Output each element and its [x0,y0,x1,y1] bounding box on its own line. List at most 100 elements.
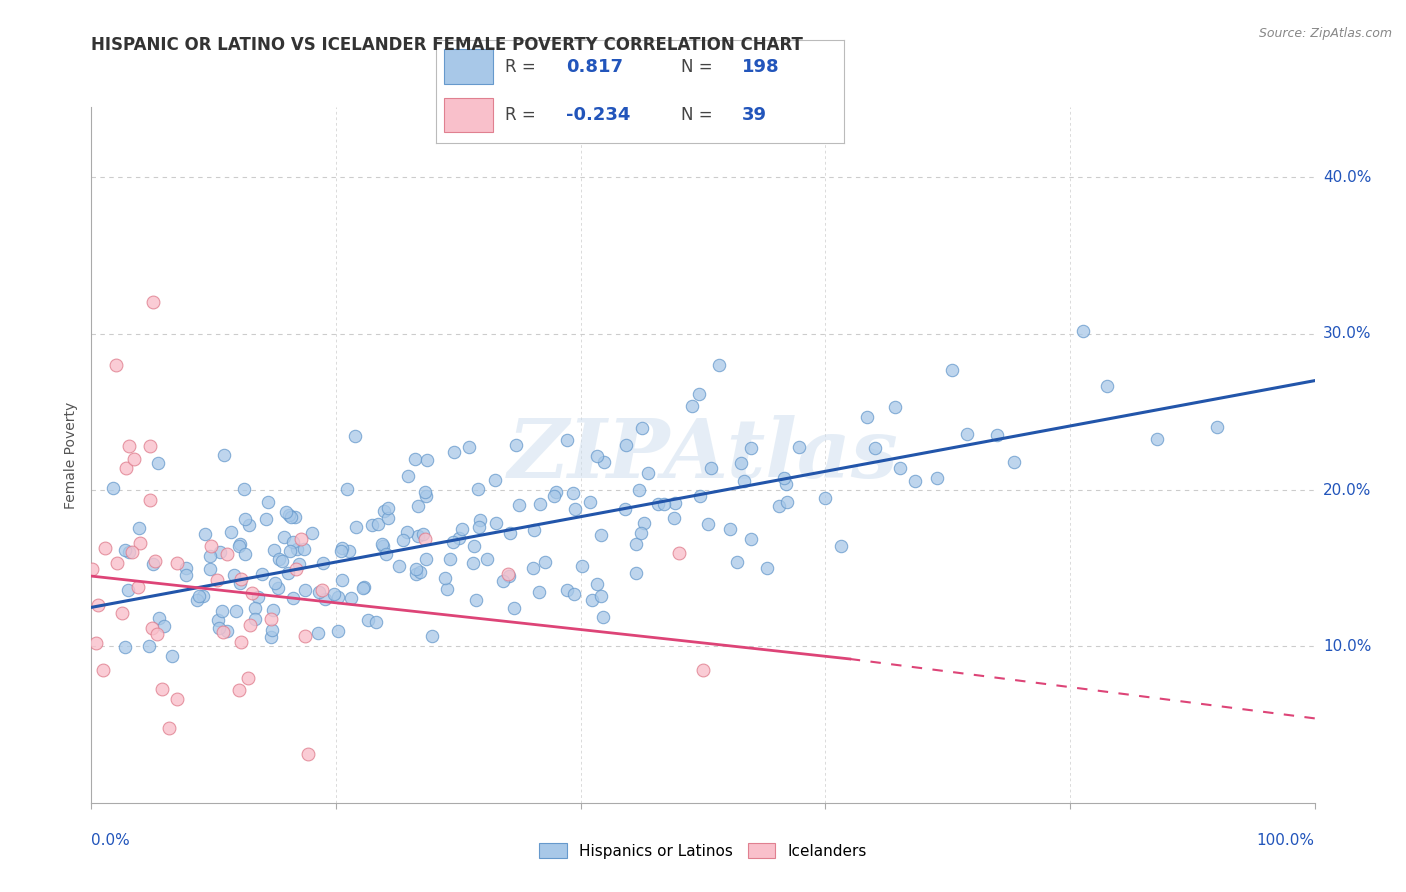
Point [239,617,262,632]
Point [329,543,352,558]
Point [371,539,394,553]
Point [103,481,125,495]
Point [284,562,307,576]
Point [217,547,239,561]
Point [586,577,609,591]
Point [208,621,231,635]
Point [264,575,287,590]
Point [337,544,360,558]
Point [339,591,361,606]
Point [696,517,718,532]
Point [104,358,127,372]
Point [475,551,498,566]
Point [117,545,139,559]
Point [294,582,316,597]
Point [470,513,492,527]
Point [187,589,209,603]
Point [91,663,114,677]
Point [219,525,242,540]
Point [586,449,609,463]
Point [278,544,301,558]
Point [633,516,655,530]
Text: -0.234: -0.234 [567,106,631,124]
Point [529,497,551,511]
Point [614,438,637,452]
Point [86,598,108,612]
Point [830,539,852,553]
Point [105,556,128,570]
Point [366,615,388,629]
Point [153,619,176,633]
Point [146,627,169,641]
Point [311,583,333,598]
Point [243,612,266,626]
Point [262,623,284,637]
Point [543,489,565,503]
Point [581,592,603,607]
Point [730,456,752,470]
Point [578,494,600,508]
Point [233,512,256,526]
Point [467,482,489,496]
Point [562,587,585,601]
Point [240,586,263,600]
Point [415,552,437,566]
Point [505,438,527,452]
Point [122,451,145,466]
Point [269,552,291,566]
Point [508,498,530,512]
Point [117,583,139,598]
Point [267,582,290,596]
Point [148,611,170,625]
Point [186,593,208,607]
Point [775,476,797,491]
Point [215,624,238,639]
Point [262,603,284,617]
Point [143,554,166,568]
Point [162,649,184,664]
Point [740,441,762,455]
Point [662,510,685,524]
Point [141,295,163,310]
Point [461,556,484,570]
Point [297,747,319,761]
Point [740,532,762,546]
Point [288,557,311,571]
Point [238,518,260,533]
Point [718,522,741,536]
Point [166,556,188,570]
Legend: Hispanics or Latinos, Icelanders: Hispanics or Latinos, Icelanders [533,837,873,864]
Point [776,495,799,509]
Text: Source: ZipAtlas.com: Source: ZipAtlas.com [1258,27,1392,40]
Point [307,625,329,640]
Point [755,561,778,575]
Point [855,410,877,425]
Point [343,428,366,442]
Point [301,525,323,540]
Text: ZIPAtlas: ZIPAtlas [508,415,898,495]
Point [555,582,578,597]
Point [592,609,614,624]
Point [631,420,654,434]
Point [367,516,389,531]
Point [787,440,810,454]
Point [416,453,439,467]
Point [229,537,252,551]
Point [405,562,427,576]
Point [166,691,188,706]
Point [194,526,217,541]
Point [457,440,479,454]
Point [271,554,294,568]
Point [647,497,669,511]
Point [344,520,367,534]
Point [127,581,149,595]
Text: N =: N = [681,58,711,76]
Point [86,636,108,650]
Point [314,592,336,607]
Point [200,561,222,575]
Point [439,551,461,566]
Point [733,474,755,488]
Point [243,601,266,615]
Point [688,387,710,401]
Point [352,582,374,596]
